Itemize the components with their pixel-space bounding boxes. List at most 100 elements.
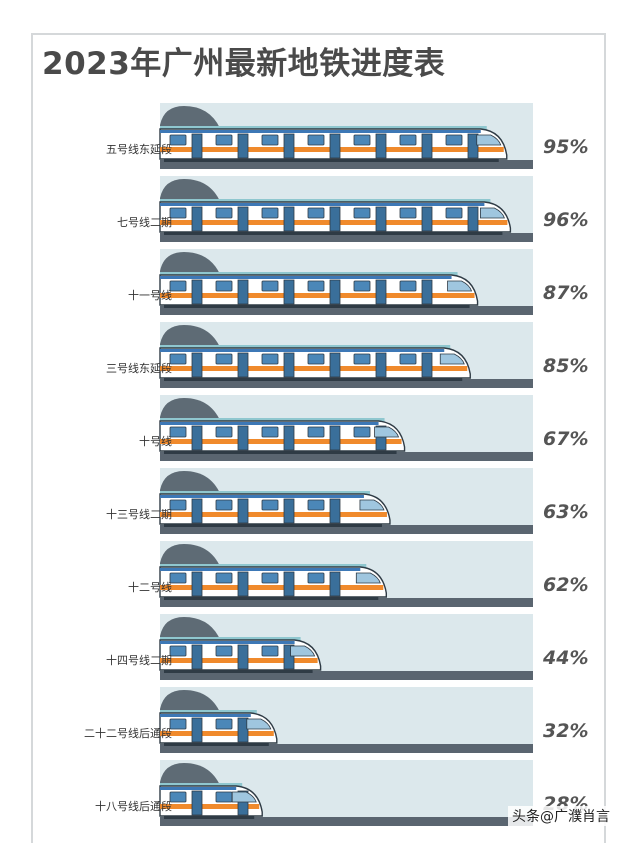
train-window	[169, 645, 187, 657]
train-window	[353, 353, 371, 365]
train-door	[191, 133, 203, 159]
track	[160, 233, 533, 242]
train-window	[169, 207, 187, 219]
train-door	[329, 133, 341, 159]
train-door	[283, 352, 295, 378]
train-roof	[160, 345, 451, 349]
train-door	[283, 644, 295, 670]
train-window	[215, 134, 233, 146]
train-window	[169, 280, 187, 292]
train-door	[283, 133, 295, 159]
category-label: 三号线东延段	[106, 362, 172, 375]
train-underside	[164, 816, 255, 819]
train-underside	[164, 378, 463, 381]
train-window	[169, 718, 187, 730]
train-window	[261, 353, 279, 365]
train-window	[215, 353, 233, 365]
train-door	[237, 644, 249, 670]
train-window	[353, 426, 371, 438]
train-door	[191, 425, 203, 451]
category-label: 十三号线二期	[106, 508, 172, 521]
category-label: 十八号线后通段	[95, 800, 172, 813]
train-door	[421, 206, 433, 232]
train-bar	[159, 345, 471, 381]
train-roof	[160, 199, 491, 203]
progress-row	[159, 541, 533, 607]
train-door	[329, 206, 341, 232]
train-roof	[160, 637, 301, 641]
train-window	[215, 718, 233, 730]
progress-row	[159, 322, 533, 388]
progress-row	[159, 176, 533, 242]
category-label: 十四号线二期	[106, 654, 172, 667]
value-label: 87%	[543, 282, 589, 304]
train-stripe-blue	[160, 422, 379, 425]
train-door	[329, 425, 341, 451]
train-window	[215, 426, 233, 438]
train-door	[283, 425, 295, 451]
train-roof	[160, 710, 257, 714]
train-door	[329, 352, 341, 378]
train-stripe-orange	[160, 293, 475, 298]
train-door	[191, 206, 203, 232]
train-stripe-blue	[160, 787, 237, 790]
train-roof	[160, 126, 487, 130]
train-door	[191, 279, 203, 305]
train-window	[169, 426, 187, 438]
train-window	[261, 499, 279, 511]
train-bar	[159, 637, 322, 673]
train-stripe-blue	[160, 130, 481, 133]
train-door	[191, 644, 203, 670]
track	[160, 160, 533, 169]
train-door	[191, 352, 203, 378]
train-roof	[160, 418, 385, 422]
train-underside	[164, 670, 313, 673]
train-window	[399, 353, 417, 365]
train-window	[261, 207, 279, 219]
train-door	[375, 425, 387, 451]
category-label: 十二号线	[128, 581, 172, 594]
train-window	[169, 791, 187, 803]
train-window	[307, 134, 325, 146]
train-windshield	[246, 718, 272, 730]
train-door	[237, 717, 249, 743]
train-windshield	[359, 499, 385, 511]
train-windshield	[480, 207, 505, 219]
train-door	[375, 133, 387, 159]
train-windshield	[355, 572, 381, 584]
category-label: 二十二号线后通段	[84, 727, 172, 740]
value-label: 85%	[543, 355, 589, 377]
train-window	[215, 645, 233, 657]
train-stripe-blue	[160, 276, 452, 279]
track	[160, 744, 533, 753]
track	[160, 598, 533, 607]
train-underside	[164, 451, 397, 454]
value-label: 96%	[543, 209, 589, 231]
track	[160, 379, 533, 388]
train-bar	[159, 710, 278, 746]
train-stripe-orange	[160, 366, 468, 371]
train-window	[399, 134, 417, 146]
train-window	[261, 280, 279, 292]
progress-row	[159, 468, 533, 534]
chart-frame	[31, 33, 606, 843]
train-underside	[164, 159, 499, 162]
train-window	[215, 280, 233, 292]
train-stripe-orange	[160, 439, 402, 444]
train-bar	[159, 564, 387, 600]
train-stripe-orange	[160, 804, 260, 809]
train-window	[307, 353, 325, 365]
train-door	[421, 352, 433, 378]
category-label: 十号线	[139, 435, 172, 448]
train-stripe-blue	[160, 568, 361, 571]
value-label: 63%	[543, 501, 589, 523]
train-window	[353, 207, 371, 219]
train-door	[467, 206, 479, 232]
train-underside	[164, 597, 379, 600]
progress-row	[159, 103, 533, 169]
train-window	[307, 280, 325, 292]
progress-row	[159, 395, 533, 461]
train-underside	[164, 743, 269, 746]
watermark: 头条@广濮肖言	[508, 806, 614, 826]
